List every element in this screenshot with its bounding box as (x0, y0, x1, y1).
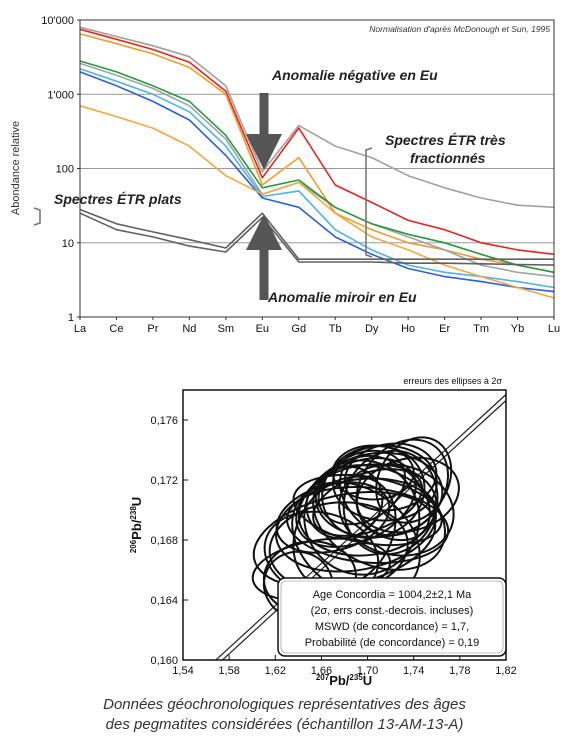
ree-series-line (79, 68, 555, 289)
concordia-ylabel: 206Pb/238U (129, 497, 144, 553)
concordia-xtick-label: 1,78 (449, 665, 470, 677)
ree-ylabel: Abondance relative (10, 121, 22, 215)
ree-series-line (79, 60, 555, 274)
error-ellipse (275, 481, 391, 554)
annotation-fractionated-1: Spectres ÉTR très (385, 132, 506, 148)
ree-series-line (79, 208, 554, 261)
annotation-flat: Spectres ÉTR plats (54, 191, 182, 207)
ree-series-line (79, 28, 555, 256)
ree-series-line (79, 71, 555, 293)
ree-xtick-label: Eu (256, 323, 269, 335)
age-info-box: Age Concordia = 1004,2±2,1 Ma (2σ, errs … (277, 577, 507, 657)
ree-xticks: La Ce Pr Nd Sm Eu Gd Tb Dy Ho Er Tm Yb Lu (74, 317, 560, 335)
concordia-xtick-label: 1,58 (218, 665, 239, 677)
ree-xtick-label: Lu (548, 323, 560, 335)
concordia-ytick-label: 0,176 (150, 415, 178, 427)
concordia-frame (182, 389, 507, 661)
info-line-2: (2σ, errs const.-decrois. incluses) (311, 605, 474, 617)
annotation-mirror-eu: Anomalie miroir en Eu (267, 289, 417, 305)
error-ellipse (321, 445, 426, 539)
ree-grid (80, 19, 554, 318)
ree-xtick-label: Tb (329, 323, 342, 335)
concordia-ytick-label: 0,172 (150, 475, 178, 487)
concordia-ytick-label: 0,164 (150, 595, 178, 607)
concordia-xtick-label: 1,54 (172, 665, 193, 677)
ree-xtick-label: Dy (365, 323, 379, 335)
ree-series-line (79, 105, 555, 299)
ree-xtick-label: Ho (401, 323, 415, 335)
ree-xtick-label: Nd (182, 323, 196, 335)
concordia-xticks: 1,54 1,58 1,62 1,66 1,70 1,74 1,78 1,82 (172, 655, 517, 677)
annotation-negative-eu: Anomalie négative en Eu (271, 67, 438, 83)
caption-line-1: Données géochronologiques représentative… (103, 696, 466, 713)
concordia-xtick-label: 1,82 (495, 665, 516, 677)
error-ellipse (375, 436, 453, 524)
caption-line-2: des pegmatites considérées (échantillon … (105, 716, 464, 733)
bracket-flat (33, 207, 41, 226)
ree-ytick-label: 10'000 (41, 15, 74, 27)
error-ellipse (305, 465, 384, 540)
ree-series-line (79, 26, 555, 209)
concordia-xtick-label: 1,74 (403, 665, 424, 677)
ree-series-line (79, 33, 555, 274)
error-ellipse (312, 468, 424, 537)
ree-series-line (79, 62, 555, 278)
error-ellipse (331, 444, 415, 501)
concordia-ytick-label: 0,160 (150, 655, 178, 667)
ree-xtick-label: Er (439, 323, 450, 335)
ree-ytick-label: 1'000 (47, 89, 74, 101)
annotation-fractionated-2: fractionnés (410, 150, 486, 166)
concordia-chart: erreurs des ellipses à 2σ 1,54 1,58 1,62 1,… (129, 376, 517, 688)
ree-xtick-label: Ce (109, 323, 123, 335)
ree-xtick-label: Sm (218, 323, 235, 335)
ree-yticks: 1 10 100 1'000 10'000 (41, 15, 80, 324)
error-ellipse (312, 464, 447, 571)
error-ellipse (355, 456, 460, 534)
ree-series-group (79, 26, 555, 299)
ree-spider-chart: Normalisation d'après McDonough et Sun, … (10, 15, 560, 335)
ree-ytick-label: 1 (68, 312, 74, 324)
annotation-arrows (33, 93, 373, 300)
concordia-xtick-label: 1,62 (265, 665, 286, 677)
concordia-band-line (221, 400, 506, 660)
concordia-yticks: 0,160 0,164 0,168 0,172 0,176 (150, 415, 188, 667)
ree-xtick-label: Pr (147, 323, 158, 335)
info-line-1: Age Concordia = 1004,2±2,1 Ma (313, 589, 472, 601)
ree-ytick-label: 100 (56, 164, 74, 176)
bracket-fractionated (365, 147, 373, 258)
concordia-xtick-label: 1,70 (357, 665, 378, 677)
info-line-3: MSWD (de concordance) = 1,7, (315, 621, 469, 633)
ree-xtick-label: La (74, 323, 87, 335)
concordia-ytick-label: 0,168 (150, 535, 178, 547)
ree-series-line (79, 212, 555, 266)
ree-ytick-label: 10 (62, 238, 74, 250)
ree-note: Normalisation d'après McDonough et Sun, … (369, 24, 550, 34)
concordia-xlabel: 207Pb/235U (316, 673, 372, 688)
ree-xtick-label: Yb (511, 323, 524, 335)
ree-xtick-label: Gd (291, 323, 306, 335)
info-line-4: Probabilité (de concordance) = 0,19 (305, 637, 480, 649)
concordia-title: erreurs des ellipses à 2σ (403, 376, 502, 386)
ree-xtick-label: Tm (473, 323, 489, 335)
concordia-xtick-label: 1,66 (311, 665, 332, 677)
